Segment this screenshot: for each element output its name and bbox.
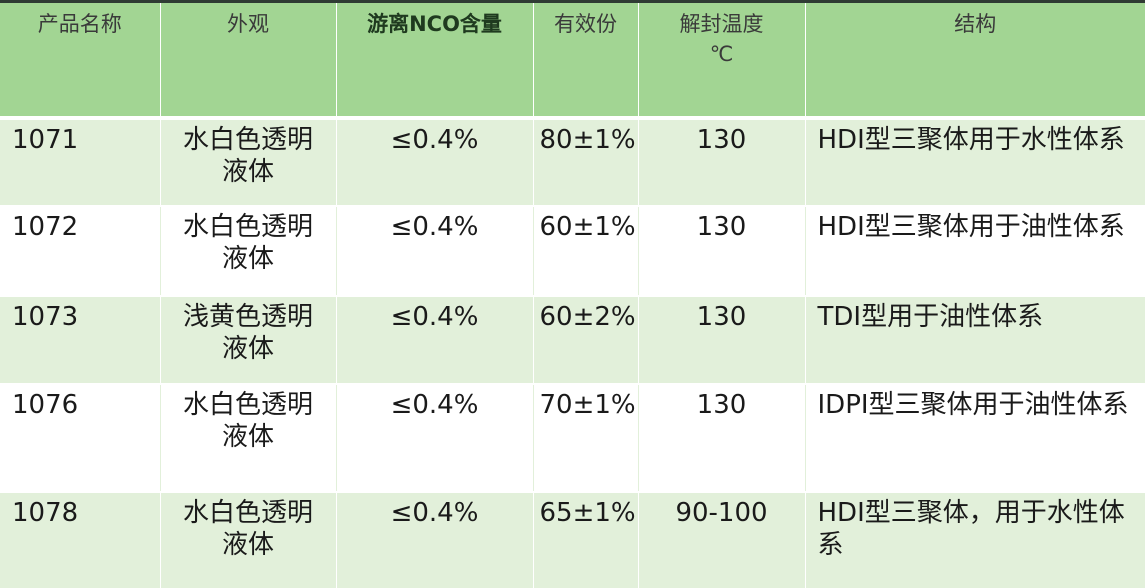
cell-appearance: 水白色透明液体 (159, 384, 336, 493)
header-structure: 结构 (804, 3, 1145, 120)
cell-deblock-temp: 130 (637, 118, 805, 207)
header-free-nco: 游离NCO含量 (335, 3, 533, 120)
cell-structure: IDPI型三聚体用于油性体系 (804, 384, 1145, 493)
header-row: 产品名称 外观 游离NCO含量 有效份 解封温度 ℃ 结构 (0, 3, 1145, 120)
cell-solids: 80±1% (532, 118, 638, 207)
cell-deblock-temp: 130 (637, 206, 805, 297)
cell-solids: 60±1% (532, 206, 638, 297)
cell-free-nco: ≤0.4% (335, 206, 533, 297)
product-table: 产品名称 外观 游离NCO含量 有效份 解封温度 ℃ 结构 1071 水白色透明… (0, 3, 1145, 588)
cell-structure: HDI型三聚体，用于水性体系 (804, 492, 1145, 588)
cell-product-name: 1071 (0, 118, 160, 207)
cell-solids: 60±2% (532, 296, 638, 385)
header-product-name: 产品名称 (0, 3, 160, 120)
cell-appearance: 水白色透明液体 (159, 118, 336, 207)
cell-deblock-temp: 90-100 (637, 492, 805, 588)
header-deblock-temp: 解封温度 ℃ (637, 3, 805, 120)
cell-structure: HDI型三聚体用于水性体系 (804, 118, 1145, 207)
cell-free-nco: ≤0.4% (335, 492, 533, 588)
cell-appearance: 水白色透明液体 (159, 206, 336, 297)
cell-appearance: 浅黄色透明液体 (159, 296, 336, 385)
header-solids: 有效份 (532, 3, 638, 120)
cell-product-name: 1073 (0, 296, 160, 385)
top-border (0, 0, 1145, 3)
cell-solids: 65±1% (532, 492, 638, 588)
cell-structure: HDI型三聚体用于油性体系 (804, 206, 1145, 297)
cell-product-name: 1078 (0, 492, 160, 588)
table-row: 1076 水白色透明液体 ≤0.4% 70±1% 130 IDPI型三聚体用于油… (0, 384, 1145, 493)
cell-structure: TDI型用于油性体系 (804, 296, 1145, 385)
table-row: 1073 浅黄色透明液体 ≤0.4% 60±2% 130 TDI型用于油性体系 (0, 296, 1145, 385)
cell-product-name: 1076 (0, 384, 160, 493)
cell-deblock-temp: 130 (637, 384, 805, 493)
cell-free-nco: ≤0.4% (335, 118, 533, 207)
cell-free-nco: ≤0.4% (335, 296, 533, 385)
table-row: 1078 水白色透明液体 ≤0.4% 65±1% 90-100 HDI型三聚体，… (0, 492, 1145, 588)
table-row: 1072 水白色透明液体 ≤0.4% 60±1% 130 HDI型三聚体用于油性… (0, 206, 1145, 297)
cell-solids: 70±1% (532, 384, 638, 493)
cell-appearance: 水白色透明液体 (159, 492, 336, 588)
cell-deblock-temp: 130 (637, 296, 805, 385)
cell-free-nco: ≤0.4% (335, 384, 533, 493)
table-row: 1071 水白色透明液体 ≤0.4% 80±1% 130 HDI型三聚体用于水性… (0, 118, 1145, 207)
header-appearance: 外观 (159, 3, 336, 120)
cell-product-name: 1072 (0, 206, 160, 297)
